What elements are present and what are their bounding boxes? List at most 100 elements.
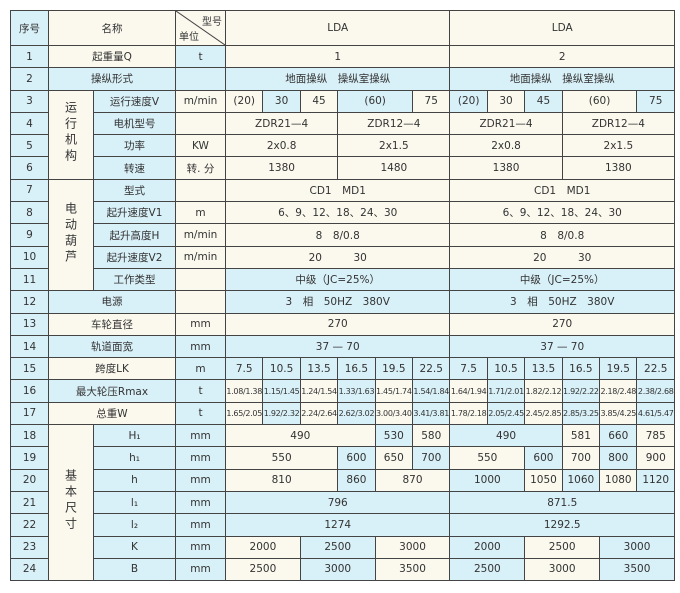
value-cell: (20) — [224, 89, 264, 113]
value-cell: 2500 — [449, 557, 526, 582]
value-cell: 1.64/1.94 — [449, 379, 488, 403]
value-cell: 1000 — [449, 468, 526, 492]
header-seq: 序号 — [10, 10, 49, 46]
value-cell: 1380 — [449, 156, 563, 180]
row-name: 最大轮压Rmax — [48, 379, 176, 403]
value-cell: 2500 — [299, 535, 376, 559]
row-number: 23 — [10, 535, 49, 559]
value-cell: ZDR12—4 — [337, 111, 451, 136]
row-unit: t — [175, 44, 226, 69]
value-cell: 2.18/2.48 — [599, 379, 638, 403]
value-cell: 550 — [224, 446, 339, 470]
value-cell: 600 — [337, 446, 376, 470]
table-row: 22 l₂ mm 1274 1292.5 — [10, 513, 675, 537]
row-number: 19 — [10, 446, 49, 470]
value-cell: 796 — [224, 490, 451, 515]
group-label-text: 基本尺寸 — [63, 469, 78, 534]
row-name: 型式 — [93, 178, 176, 203]
table-row: 2 操纵形式 地面操纵 操纵室操纵 地面操纵 操纵室操纵 — [10, 67, 675, 91]
row-number: 24 — [10, 557, 49, 582]
value-cell: 1.65/2.05 — [224, 401, 264, 426]
table-row: 6 转速 转. 分 1380 1480 1380 1380 — [10, 156, 676, 180]
table-row: 5 功率 KW 2x0.8 2x1.5 2x0.8 2x1.5 — [10, 134, 676, 158]
row-name: h — [93, 468, 176, 492]
row-number: 7 — [10, 178, 49, 203]
row-unit: m/min — [175, 245, 226, 269]
row-unit: mm — [175, 513, 226, 537]
value-cell: 2x1.5 — [561, 134, 676, 158]
row-unit — [175, 111, 226, 136]
value-cell: (20) — [449, 89, 488, 113]
table-row: 21 l₁ mm 796 871.5 — [10, 490, 675, 515]
value-cell: 1274 — [224, 513, 451, 537]
value-cell: (60) — [561, 89, 638, 113]
value-cell: (60) — [337, 89, 414, 113]
value-cell: 4.61/5.47 — [636, 401, 675, 426]
value-cell: 270 — [449, 312, 675, 336]
value-cell: 45 — [299, 89, 339, 113]
row-name: l₂ — [93, 513, 176, 537]
value-cell: 2.62/3.02 — [337, 401, 376, 426]
row-unit: t — [175, 401, 226, 426]
row-name: 电机型号 — [93, 111, 176, 136]
value-cell: 37 — 70 — [449, 334, 675, 359]
row-unit — [175, 267, 226, 292]
value-cell: 1.82/2.12 — [524, 379, 563, 403]
value-cell: 8 8/0.8 — [224, 223, 451, 247]
value-cell: 3 相 50HZ 380V — [224, 290, 451, 314]
value-cell: 1.24/1.54 — [299, 379, 339, 403]
table-row: 15 跨度LK m 7.5 10.5 13.5 16.5 19.5 22.5 7.5 10.5 13.… — [10, 357, 675, 381]
value-cell: 19.5 — [599, 357, 638, 381]
row-name: 起重量Q — [48, 44, 176, 69]
row-number: 5 — [10, 134, 49, 158]
header-model: 型号 — [202, 17, 222, 28]
row-name: 工作类型 — [93, 267, 176, 292]
row-unit: mm — [175, 424, 226, 448]
value-cell: 1.92/2.22 — [561, 379, 601, 403]
row-unit: mm — [175, 490, 226, 515]
value-cell: 10.5 — [486, 357, 526, 381]
table-row: 9 起升高度H m/min 8 8/0.8 8 8/0.8 — [10, 223, 675, 247]
value-cell: 860 — [337, 468, 376, 492]
row-name: 运行速度V — [93, 89, 176, 113]
value-cell: 3000 — [374, 535, 451, 559]
row-name: H₁ — [93, 424, 176, 448]
value-cell: 2.45/2.85 — [524, 401, 563, 426]
row-name: 起升速度V1 — [93, 201, 176, 225]
value-cell: 1480 — [337, 156, 451, 180]
row-name: 车轮直径 — [48, 312, 176, 336]
value-cell: 6、9、12、18、24、30 — [224, 201, 451, 225]
row-number: 4 — [10, 111, 49, 136]
row-number: 20 — [10, 468, 49, 492]
value-cell: 1.78/2.18 — [449, 401, 488, 426]
value-cell: 1292.5 — [449, 513, 675, 537]
value-cell: 22.5 — [412, 357, 451, 381]
value-cell: 中级（JC=25%） — [449, 267, 675, 292]
row-unit: 转. 分 — [175, 156, 226, 180]
table-row: 12 电源 3 相 50HZ 380V 3 相 50HZ 380V — [10, 290, 675, 314]
value-cell: 3.85/4.25 — [599, 401, 638, 426]
value-cell: CD1 MD1 — [449, 178, 675, 203]
row-unit: mm — [175, 312, 226, 336]
value-cell: 785 — [636, 424, 675, 448]
value-cell: 2.05/2.45 — [486, 401, 526, 426]
table-row: 14 轨道面宽 mm 37 — 70 37 — 70 — [10, 334, 675, 359]
value-cell: 1380 — [561, 156, 676, 180]
value-cell: 10.5 — [262, 357, 301, 381]
value-cell: 2x0.8 — [449, 134, 563, 158]
value-cell: 13.5 — [299, 357, 339, 381]
header-model-unit: 型号 单位 — [175, 10, 226, 46]
value-cell: 3500 — [374, 557, 451, 582]
value-cell: 8 8/0.8 — [449, 223, 675, 247]
value-cell: 中级（JC=25%） — [224, 267, 451, 292]
value-cell: 1.92/2.32 — [262, 401, 301, 426]
value-cell: 16.5 — [561, 357, 601, 381]
row-unit — [175, 178, 226, 203]
value-cell: 490 — [449, 424, 563, 448]
row-name: 功率 — [93, 134, 176, 158]
value-cell: 2500 — [225, 557, 301, 582]
value-cell: 37 — 70 — [224, 334, 451, 359]
value-cell: 20 30 — [449, 245, 675, 269]
value-cell: 7.5 — [224, 357, 264, 381]
